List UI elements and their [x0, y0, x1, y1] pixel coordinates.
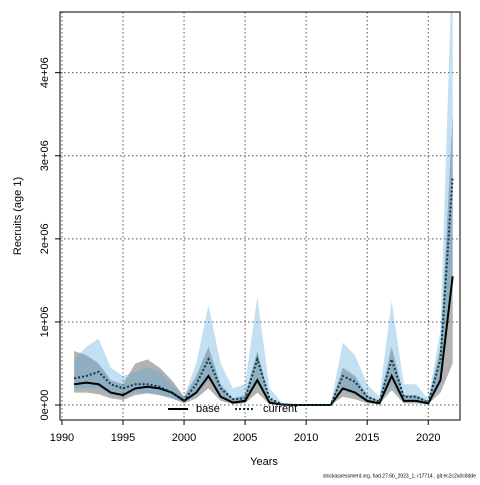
y-tick-label: 4e+06 [39, 57, 51, 88]
y-tick-label: 3e+06 [39, 140, 51, 171]
y-tick-label: 1e+06 [39, 306, 51, 337]
x-axis-label: Years [250, 456, 278, 468]
x-tick-label: 2015 [355, 432, 379, 444]
confidence-band [74, 12, 453, 406]
y-tick-label: 0e+00 [39, 390, 51, 421]
plot-area [73, 12, 454, 407]
y-axis-label: Recruits (age 1) [12, 177, 24, 255]
x-tick-label: 2010 [294, 432, 318, 444]
x-tick-label: 1995 [111, 432, 135, 444]
y-tick-label: 2e+06 [39, 223, 51, 254]
x-tick-label: 2000 [172, 432, 196, 444]
legend-label: base [196, 403, 220, 415]
series-line [74, 276, 454, 407]
footer: stockassessment.org, had.27.6b_2023_1, r… [323, 473, 476, 479]
legend-label: current [263, 403, 297, 415]
x-tick-label: 2005 [233, 432, 257, 444]
x-tick-label: 2020 [416, 432, 440, 444]
plot-frame [59, 11, 461, 421]
x-tick-label: 1990 [50, 432, 74, 444]
